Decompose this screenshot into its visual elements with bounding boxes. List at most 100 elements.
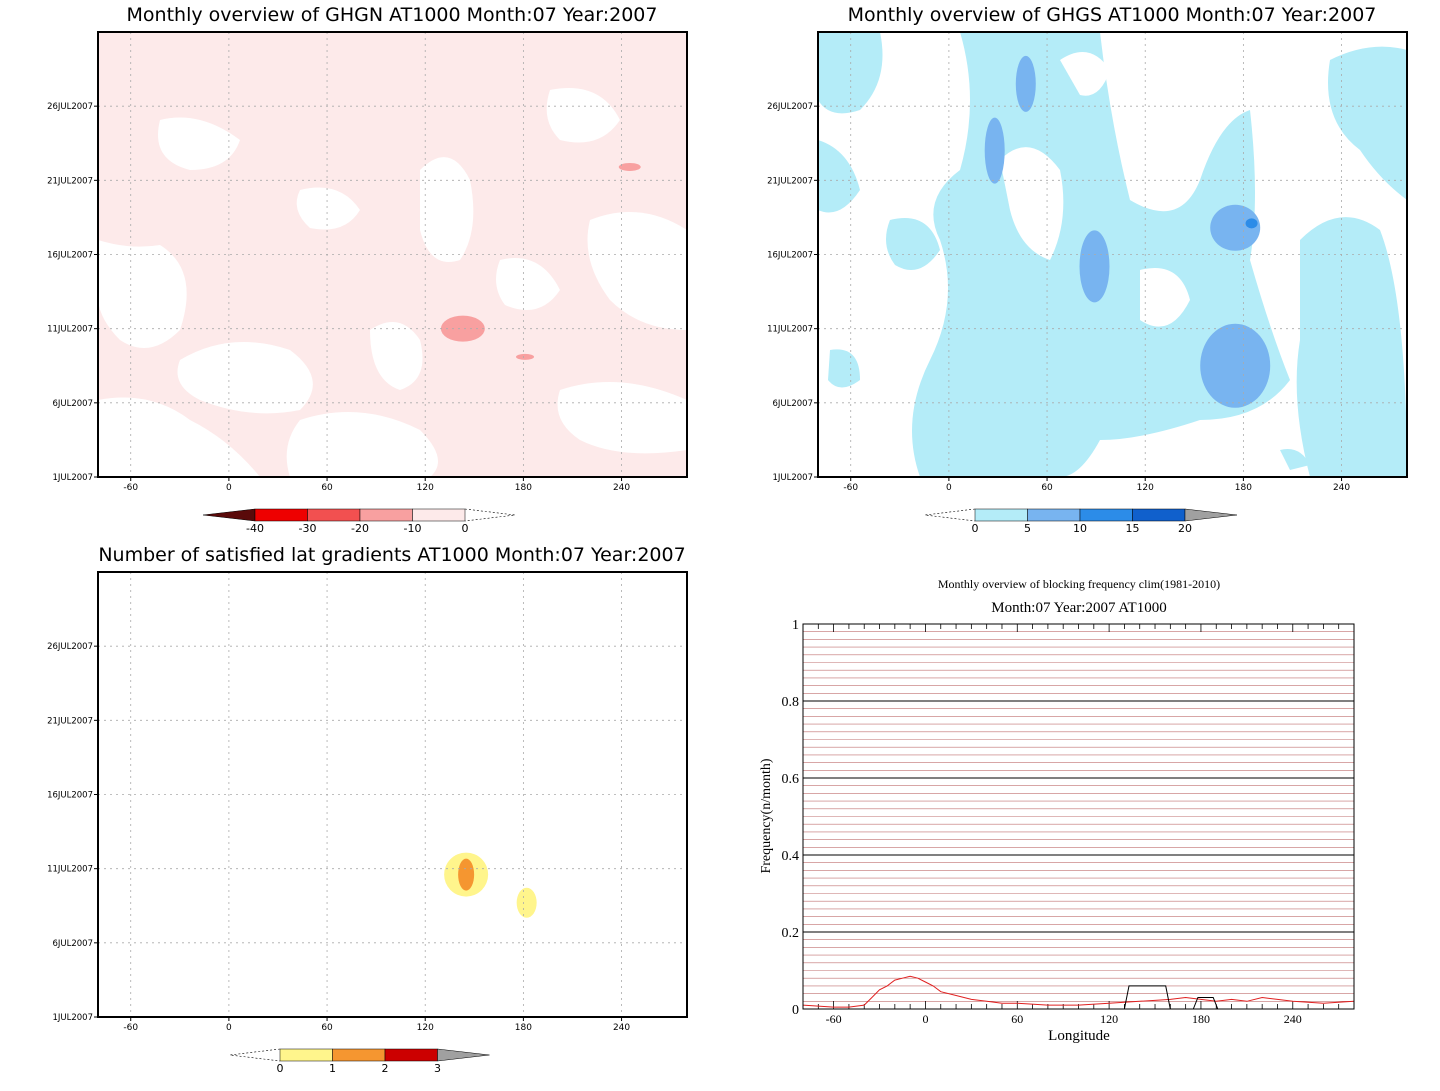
ghgs-cyan-region xyxy=(1328,46,1407,201)
panel-ghgs: Monthly overview of GHGS AT1000 Month:07… xyxy=(767,4,1408,535)
colorbar-segment xyxy=(412,508,466,522)
colorbar-label: 15 xyxy=(1126,522,1140,535)
x-tick-label: 60 xyxy=(1011,1012,1023,1026)
x-tick-label: 180 xyxy=(1192,1012,1210,1026)
x-tick-label: 120 xyxy=(1137,483,1154,493)
y-tick-label: 16JUL2007 xyxy=(47,251,93,261)
y-tick-label: 21JUL2007 xyxy=(47,716,93,726)
x-tick-label: 180 xyxy=(1235,483,1252,493)
colorbar-label: -40 xyxy=(246,522,264,535)
y-tick-label: 21JUL2007 xyxy=(767,176,813,186)
y-tick-label: 0.6 xyxy=(782,772,800,787)
y-tick-label: 11JUL2007 xyxy=(767,325,813,335)
colorbar-triangle-low xyxy=(202,508,256,522)
ghgn-white-region xyxy=(587,212,687,330)
ghgn-white-region xyxy=(98,240,187,348)
y-tick-label: 26JUL2007 xyxy=(767,102,813,112)
x-tick-label: 240 xyxy=(1284,1012,1302,1026)
colorbar-segment xyxy=(279,1048,333,1062)
y-tick-label: 6JUL2007 xyxy=(52,939,93,949)
colorbar-label: -10 xyxy=(404,522,422,535)
colorbar-segment xyxy=(332,1048,386,1062)
y-tick-label: 1JUL2007 xyxy=(52,1013,93,1023)
ghgn-white-region xyxy=(158,117,240,170)
colorbar-label: 10 xyxy=(1073,522,1087,535)
x-tick-label: 60 xyxy=(1041,483,1053,493)
colorbar-label: 1 xyxy=(329,1062,336,1075)
field-feature-blob xyxy=(1015,55,1036,112)
panel-blocking-frequency: Monthly overview of blocking frequency c… xyxy=(759,577,1355,1044)
colorbar-triangle-high xyxy=(464,508,516,522)
series-line-climatology xyxy=(803,975,1354,1008)
x-tick-label: 180 xyxy=(515,1023,532,1033)
field-feature-blob xyxy=(1200,323,1271,408)
y-tick-label: 26JUL2007 xyxy=(47,642,93,652)
ghgs-cyan-region xyxy=(1296,217,1407,477)
colorbar-segment xyxy=(384,1048,438,1062)
y-tick-label: 1JUL2007 xyxy=(772,473,813,483)
ghgs-white-region xyxy=(1000,147,1064,260)
ghgn-colorbar: -40 -30 -20 -10 0 xyxy=(202,508,516,535)
blocking-series xyxy=(803,975,1354,1009)
x-tick-label: 120 xyxy=(1100,1012,1118,1026)
ghgn-white-region xyxy=(546,88,620,143)
ghgn-white-region xyxy=(496,258,560,310)
ghgs-white-region xyxy=(1060,52,1110,96)
x-axis-label-blocking: Longitude xyxy=(1048,1028,1110,1044)
colorbar-label: 0 xyxy=(972,522,979,535)
colorbar-segment xyxy=(1132,508,1186,522)
chart-title-blocking: Monthly overview of blocking frequency c… xyxy=(938,577,1220,591)
chart-title-lat-gradients: Number of satisfied lat gradients AT1000… xyxy=(98,544,685,566)
blocking-grid xyxy=(802,624,1355,1009)
field-feature-blob xyxy=(618,162,641,171)
x-tick-label: -60 xyxy=(826,1012,842,1026)
field-feature-blob xyxy=(984,117,1005,184)
y-tick-label: 0.8 xyxy=(782,695,800,710)
y-axis-label-blocking: Frequency(n/month) xyxy=(759,758,774,873)
colorbar-triangle-high xyxy=(437,1048,490,1062)
chart-subtitle-blocking: Month:07 Year:2007 AT1000 xyxy=(991,600,1166,616)
colorbar-segment xyxy=(254,508,308,522)
y-tick-label: 1JUL2007 xyxy=(52,473,93,483)
x-tick-label: 120 xyxy=(417,1023,434,1033)
y-tick-label: 6JUL2007 xyxy=(52,399,93,409)
field-feature-blob xyxy=(516,887,537,918)
ghgs-cyan-region xyxy=(1280,449,1310,470)
panel-lat-gradients: Number of satisfied lat gradients AT1000… xyxy=(47,544,688,1075)
lat-gradients-grid xyxy=(98,572,687,1017)
y-tick-label: 0.2 xyxy=(782,926,800,941)
colorbar-segment xyxy=(1079,508,1133,522)
y-tick-label: 11JUL2007 xyxy=(47,325,93,335)
y-tick-label: 11JUL2007 xyxy=(47,865,93,875)
y-tick-label: 0.4 xyxy=(782,849,800,864)
field-feature-blob xyxy=(1245,218,1258,229)
ghgs-cyan-region xyxy=(886,218,940,270)
y-tick-label: 21JUL2007 xyxy=(47,176,93,186)
x-tick-label: -60 xyxy=(123,483,138,493)
x-tick-label: 60 xyxy=(321,483,333,493)
x-tick-label: 0 xyxy=(922,1012,928,1026)
y-tick-label: 1 xyxy=(792,618,799,633)
ghgn-white-region xyxy=(557,382,687,454)
x-tick-label: 0 xyxy=(946,483,952,493)
y-tick-label: 26JUL2007 xyxy=(47,102,93,112)
y-tick-label: 6JUL2007 xyxy=(772,399,813,409)
y-tick-label: 0 xyxy=(792,1003,799,1018)
ghgs-cyan-region xyxy=(828,349,860,388)
ghgs-cyan-region xyxy=(818,32,883,114)
y-tick-label: 16JUL2007 xyxy=(767,251,813,261)
x-tick-label: -60 xyxy=(123,1023,138,1033)
colorbar-label: 0 xyxy=(462,522,469,535)
ghgs-white-region xyxy=(1140,268,1190,327)
ghgn-grid xyxy=(98,32,687,477)
chart-title-ghgn: Monthly overview of GHGN AT1000 Month:07… xyxy=(127,4,658,26)
ghgn-white-region xyxy=(286,412,438,477)
colorbar-triangle-high xyxy=(1184,508,1238,522)
colorbar-label: 2 xyxy=(382,1062,389,1075)
ghgs-grid xyxy=(818,32,1407,477)
panel-ghgn: Monthly overview of GHGN AT1000 Month:07… xyxy=(47,4,688,535)
x-tick-label: 180 xyxy=(515,483,532,493)
ghgn-white-region xyxy=(98,397,260,477)
ghgn-white-region xyxy=(177,342,313,414)
x-tick-label: 60 xyxy=(321,1023,333,1033)
